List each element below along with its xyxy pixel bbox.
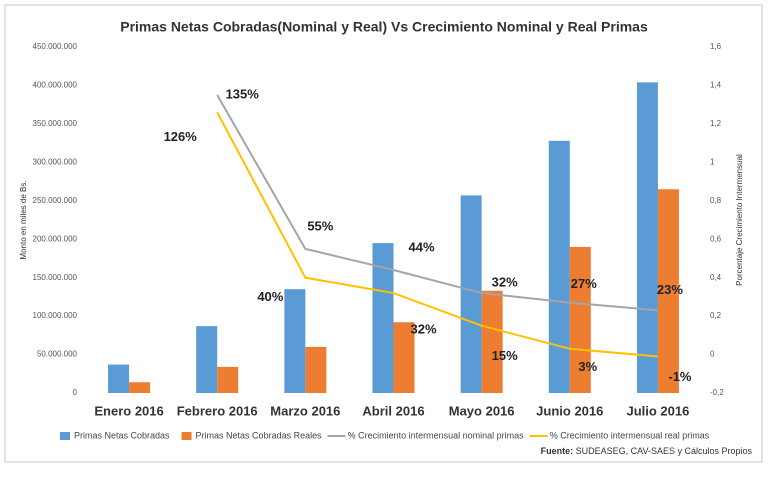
bar — [460, 195, 482, 393]
y-tick-label: 200.000.000 — [33, 234, 78, 243]
y2-tick-label: 0,6 — [710, 234, 722, 243]
x-tick-label: Marzo 2016 — [270, 403, 340, 418]
y2-tick-label: 1,4 — [710, 81, 722, 90]
value-label: 135% — [226, 86, 260, 101]
y2-tick-label: 0,8 — [710, 196, 722, 205]
source-note: Fuente: SUDEASEG, CAV-SAES y Cálculos Pr… — [541, 446, 753, 456]
bar — [636, 82, 658, 393]
line — [216, 111, 659, 358]
y-tick-label: 250.000.000 — [33, 196, 78, 205]
value-label: 32% — [492, 274, 518, 289]
y-tick-label: 400.000.000 — [33, 81, 78, 90]
legend-swatch — [181, 432, 192, 440]
bar — [129, 382, 151, 393]
legend-label: % Crecimiento intermensual nominal prima… — [348, 430, 525, 440]
bar — [569, 246, 591, 393]
x-tick-label: Julio 2016 — [626, 403, 689, 418]
x-tick-label: Febrero 2016 — [177, 403, 258, 418]
y-tick-label: 0 — [73, 388, 78, 397]
value-label: 55% — [307, 218, 333, 233]
bar — [196, 326, 218, 393]
bar — [657, 189, 679, 393]
legend-label: % Crecimiento intermensual real primas — [550, 430, 710, 440]
value-label: 27% — [571, 276, 597, 291]
x-tick-label: Mayo 2016 — [449, 403, 515, 418]
x-tick-label: Enero 2016 — [94, 403, 163, 418]
y-tick-label: 350.000.000 — [33, 119, 78, 128]
legend-swatch — [60, 432, 70, 440]
y-tick-label: 150.000.000 — [33, 273, 78, 282]
y-tick-label: 100.000.000 — [33, 311, 78, 320]
bar — [372, 243, 394, 393]
y2-tick-label: 1,6 — [710, 42, 722, 51]
bar — [548, 140, 570, 393]
value-label: 44% — [408, 239, 434, 254]
line — [216, 94, 659, 312]
x-tick-label: Abril 2016 — [362, 403, 424, 418]
bar — [284, 289, 306, 393]
y2-tick-label: 0 — [710, 350, 715, 359]
value-label: 15% — [492, 348, 518, 363]
y-tick-label: 300.000.000 — [33, 157, 78, 166]
y-tick-label: 450.000.000 — [33, 42, 78, 51]
value-label: 32% — [410, 321, 436, 336]
value-label: 40% — [257, 289, 283, 304]
bar — [108, 364, 130, 393]
value-label: 23% — [657, 282, 683, 297]
legend-label: Primas Netas Cobradas — [74, 430, 170, 440]
chart-title: Primas Netas Cobradas(Nominal y Real) Vs… — [120, 19, 648, 35]
y2-tick-label: 0,4 — [710, 273, 722, 282]
y-tick-label: 50.000.000 — [37, 350, 78, 359]
source-label: Fuente: — [541, 446, 574, 456]
y2-tick-label: 0,2 — [710, 311, 722, 320]
bar — [305, 346, 327, 393]
y2-tick-label: -0,2 — [710, 388, 724, 397]
bar — [217, 366, 239, 393]
y-axis-title: Monto en miles de Bs. — [19, 180, 28, 259]
y2-tick-label: 1,2 — [710, 119, 722, 128]
y2-tick-label: 1 — [710, 157, 715, 166]
x-tick-label: Junio 2016 — [536, 403, 603, 418]
source-text: SUDEASEG, CAV-SAES y Cálculos Propios — [576, 446, 753, 456]
bar — [393, 322, 415, 393]
value-label: 126% — [164, 129, 198, 144]
bar — [481, 290, 503, 393]
value-label: 3% — [578, 359, 597, 374]
y2-axis-title: Porcentaje Crecimiento Intermensual — [735, 154, 744, 286]
legend-label: Primas Netas Cobradas Reales — [196, 430, 323, 440]
value-label: -1% — [668, 369, 692, 384]
